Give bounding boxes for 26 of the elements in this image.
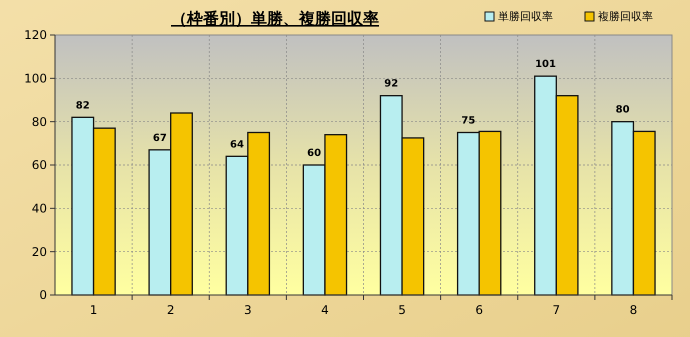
chart-title: （枠番別）単勝、複勝回収率 [171, 9, 379, 28]
x-tick-label: 7 [552, 303, 560, 317]
data-label: 101 [535, 59, 556, 70]
data-label: 92 [384, 78, 398, 90]
x-tick-label: 6 [475, 303, 484, 317]
data-label: 80 [616, 104, 630, 116]
y-tick-label: 20 [32, 244, 47, 259]
y-tick-label: 120 [24, 28, 47, 42]
x-tick-label: 1 [90, 303, 98, 317]
y-tick-label: 100 [24, 72, 47, 86]
legend-label: 単勝回収率 [498, 10, 553, 23]
y-tick-label: 0 [39, 288, 47, 302]
x-tick-label: 4 [321, 303, 329, 317]
legend-label: 複勝回収率 [598, 10, 653, 23]
data-label: 64 [230, 139, 244, 150]
data-label: 60 [307, 148, 322, 159]
y-tick-label: 60 [32, 158, 47, 172]
y-tick-label: 40 [32, 202, 47, 216]
x-tick-label: 3 [244, 303, 252, 317]
data-label: 67 [152, 132, 167, 144]
data-label: 75 [461, 116, 476, 126]
y-tick-label: 80 [32, 114, 47, 129]
x-tick-label: 5 [398, 303, 406, 317]
x-tick-label: 8 [630, 303, 638, 317]
x-tick-label: 2 [166, 303, 175, 317]
data-label: 82 [76, 100, 90, 112]
